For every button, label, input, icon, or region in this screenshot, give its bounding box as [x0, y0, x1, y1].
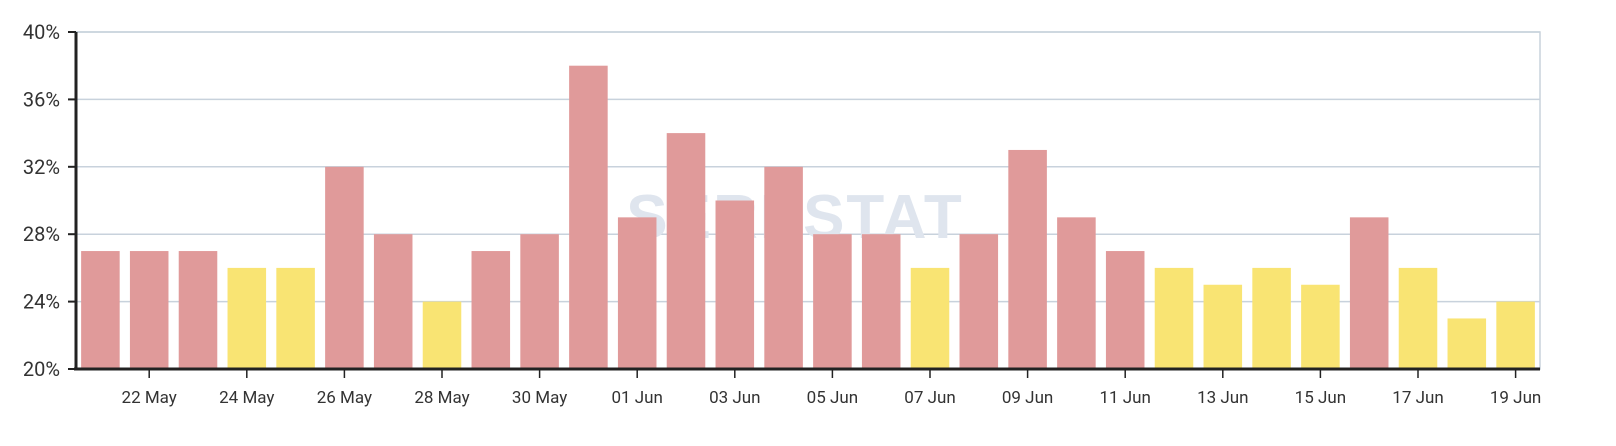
bar-04-jun [764, 166, 803, 369]
bar-13-jun [1203, 284, 1243, 369]
bar-02-jun [666, 133, 706, 369]
x-tick-label: 22 May [122, 388, 177, 408]
x-tick-label: 03 Jun [709, 388, 760, 408]
bar-30-may [520, 234, 559, 369]
labels-layer: 20% 24% 28% 32% 36% 40% 22 May 24 May 26 May 28 M… [23, 20, 1541, 408]
bar-03-jun [715, 200, 755, 369]
bar-16-jun [1349, 217, 1389, 369]
bar-07-jun [910, 267, 950, 369]
x-tick-label: 17 Jun [1392, 388, 1443, 408]
bar-18-jun [1447, 318, 1487, 369]
bar-08-jun [959, 234, 999, 369]
bar-14-jun [1252, 267, 1291, 369]
bar-12-jun [1154, 267, 1194, 369]
bar-17-jun [1398, 267, 1438, 369]
y-tick-label: 40% [23, 20, 60, 44]
x-tick-label: 28 May [414, 388, 469, 408]
x-tick-label: 19 Jun [1490, 388, 1541, 408]
x-tick-label: 30 May [512, 388, 567, 408]
bar-22-may [129, 251, 169, 369]
x-tick-label: 09 Jun [1002, 388, 1053, 408]
bar-24-may [227, 267, 267, 369]
bar-06-jun [861, 234, 901, 369]
bar-21-may [81, 251, 120, 369]
x-tick-label: 07 Jun [904, 388, 955, 408]
bar-15-jun [1301, 284, 1340, 369]
bar-27-may [373, 234, 413, 369]
x-tick-label: 26 May [317, 388, 372, 408]
bar-31-may [569, 65, 608, 369]
y-tick-label: 28% [23, 222, 60, 246]
bar-29-may [471, 251, 511, 369]
bar-01-jun [617, 217, 657, 369]
bar-11-jun [1105, 251, 1145, 369]
bar-10-jun [1057, 217, 1096, 369]
bar-28-may [422, 301, 462, 369]
bar-09-jun [1008, 149, 1047, 369]
bar-25-may [276, 267, 315, 369]
bars-layer [81, 65, 1535, 369]
bar-26-may [325, 166, 364, 369]
x-tick-label: 05 Jun [807, 388, 858, 408]
axes-layer [68, 31, 1540, 378]
y-tick-label: 32% [23, 155, 60, 179]
bar-23-may [178, 251, 218, 369]
bar-19-jun [1496, 301, 1535, 369]
y-tick-label: 24% [23, 290, 60, 314]
x-tick-label: 13 Jun [1197, 388, 1248, 408]
bar-05-jun [813, 234, 852, 369]
x-tick-label: 11 Jun [1099, 388, 1150, 408]
x-tick-label: 15 Jun [1295, 388, 1346, 408]
y-tick-label: 20% [23, 357, 60, 381]
x-tick-label: 01 Jun [611, 388, 662, 408]
x-tick-label: 24 May [219, 388, 274, 408]
y-tick-label: 36% [23, 87, 60, 111]
